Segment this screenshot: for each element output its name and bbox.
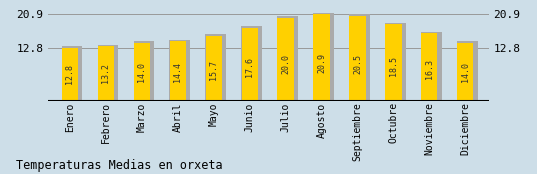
Bar xyxy=(350,16,366,101)
Bar xyxy=(278,18,294,101)
Text: 13.2: 13.2 xyxy=(101,63,110,83)
Bar xyxy=(386,24,402,101)
Bar xyxy=(457,43,474,101)
Bar xyxy=(62,46,83,101)
Text: 20.0: 20.0 xyxy=(281,54,290,74)
Bar xyxy=(98,45,119,101)
Bar xyxy=(314,14,330,101)
Bar xyxy=(98,46,114,101)
Bar xyxy=(421,33,438,101)
Text: 18.5: 18.5 xyxy=(389,56,398,76)
Bar xyxy=(385,23,406,101)
Bar xyxy=(277,17,298,101)
Bar xyxy=(349,14,370,101)
Text: 14.0: 14.0 xyxy=(137,62,146,82)
Bar xyxy=(241,26,262,101)
Bar xyxy=(170,40,190,101)
Bar xyxy=(134,41,154,101)
Bar xyxy=(206,36,222,101)
Bar xyxy=(134,43,150,101)
Text: 14.4: 14.4 xyxy=(173,62,182,82)
Text: 12.8: 12.8 xyxy=(66,64,75,84)
Bar xyxy=(170,41,186,101)
Text: 20.9: 20.9 xyxy=(317,53,326,73)
Bar xyxy=(313,13,334,101)
Bar xyxy=(206,34,226,101)
Text: 20.5: 20.5 xyxy=(353,54,362,74)
Text: 15.7: 15.7 xyxy=(209,60,218,80)
Text: 16.3: 16.3 xyxy=(425,59,434,79)
Bar xyxy=(62,48,78,101)
Bar xyxy=(421,32,442,101)
Text: 17.6: 17.6 xyxy=(245,57,254,77)
Text: Temperaturas Medias en orxeta: Temperaturas Medias en orxeta xyxy=(16,159,223,172)
Bar xyxy=(242,28,258,101)
Text: 14.0: 14.0 xyxy=(461,62,470,82)
Bar xyxy=(457,41,478,101)
